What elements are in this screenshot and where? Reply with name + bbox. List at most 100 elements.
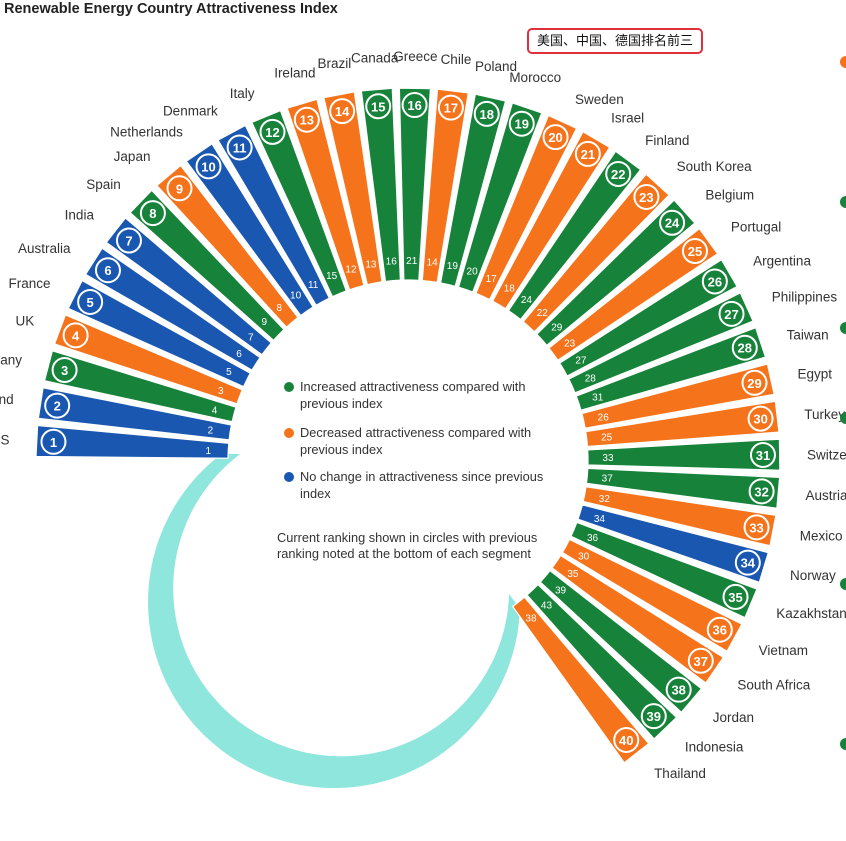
previous-rank-label: 34 [594, 514, 606, 525]
previous-rank-label: 23 [564, 338, 576, 349]
previous-rank-label: 16 [386, 257, 398, 268]
previous-rank-label: 31 [592, 393, 604, 404]
chart-title: Renewable Energy Country Attractiveness … [4, 1, 338, 17]
segment-thailand [511, 596, 650, 764]
current-rank-badge [259, 118, 286, 145]
current-rank-badge [687, 647, 714, 674]
current-rank-label: 25 [688, 244, 702, 259]
previous-rank-label: 15 [326, 271, 338, 282]
previous-rank-label: 20 [467, 267, 479, 278]
current-rank-label: 30 [753, 412, 767, 427]
previous-rank-label: 26 [598, 412, 610, 423]
previous-rank-label: 43 [541, 600, 553, 611]
current-rank-label: 31 [756, 448, 770, 463]
current-rank-badge [741, 369, 768, 396]
previous-rank-label: 22 [537, 308, 549, 319]
country-label: Philippines [772, 290, 838, 305]
previous-rank-label: 6 [236, 349, 242, 360]
country-label: Greece [393, 49, 437, 64]
segment-brazil [323, 91, 383, 286]
country-label: Denmark [163, 103, 218, 118]
country-label: Egypt [797, 367, 832, 382]
current-rank-badge [640, 703, 667, 730]
current-rank-label: 26 [708, 274, 722, 289]
segment-italy [251, 109, 348, 298]
segment-spain [129, 189, 285, 342]
ring-backing [148, 453, 520, 789]
segment-denmark [217, 124, 331, 307]
segment-sweden [475, 114, 578, 301]
country-label: Switzerland [807, 447, 846, 462]
current-rank-label: 6 [104, 263, 111, 278]
country-label: Portugal [731, 219, 781, 234]
previous-rank-label: 28 [585, 374, 597, 385]
previous-rank-label: 35 [567, 569, 579, 580]
current-rank-label: 38 [671, 683, 685, 698]
segment-egypt [581, 363, 775, 429]
previous-rank-label: 21 [406, 256, 418, 267]
current-rank-badge [62, 322, 89, 349]
legend-swatch-increased [284, 382, 294, 392]
country-label: Mexico [800, 528, 843, 543]
previous-rank-label: 19 [447, 261, 459, 272]
segment-austria [585, 467, 781, 509]
chart-caption: Current ranking shown in circles with pr… [277, 530, 538, 561]
edge-marker [840, 196, 846, 208]
current-rank-badge [437, 94, 464, 121]
previous-rank-label: 32 [599, 494, 611, 505]
country-label: India [65, 208, 95, 223]
country-label: Israel [611, 111, 644, 126]
current-rank-badge [731, 334, 758, 361]
current-rank-label: 2 [54, 399, 61, 414]
segment-china-mainland [37, 387, 233, 441]
current-rank-badge [542, 124, 569, 151]
legend-item-decreased: Decreased attractiveness compared with p… [284, 424, 550, 458]
current-rank-label: 11 [233, 140, 247, 155]
previous-rank-label: 4 [212, 405, 218, 416]
edge-marker [840, 412, 846, 424]
segment-argentina [558, 258, 738, 377]
current-rank-badge [748, 478, 775, 505]
segment-portugal [548, 227, 719, 362]
current-rank-badge [139, 200, 166, 227]
current-rank-badge [365, 93, 392, 120]
country-label: Kazakhstan [776, 606, 846, 621]
current-rank-label: 7 [125, 234, 132, 249]
previous-rank-label: 9 [262, 317, 268, 328]
country-label: Chile [441, 52, 472, 67]
segment-south-korea [522, 173, 670, 333]
current-rank-badge [749, 441, 776, 468]
current-rank-badge [734, 549, 761, 576]
previous-rank-label: 10 [290, 291, 302, 302]
legend-item-increased: Increased attractiveness compared with p… [284, 378, 550, 412]
legend-item-no-change: No change in attractiveness since previo… [284, 468, 550, 502]
segment-ireland [286, 98, 365, 291]
current-rank-label: 15 [371, 99, 385, 114]
segment-uk [53, 314, 244, 405]
segment-turkey [585, 400, 780, 448]
segment-taiwan [575, 326, 767, 411]
current-rank-badge [195, 153, 222, 180]
segment-mexico [582, 486, 777, 547]
country-label: Canada [351, 50, 399, 65]
current-rank-label: 12 [265, 125, 279, 140]
previous-rank-label: 33 [602, 453, 614, 464]
country-label: South Africa [737, 678, 810, 693]
segment-greece [398, 87, 432, 281]
segment-japan [156, 164, 299, 329]
current-rank-label: 33 [749, 520, 763, 535]
current-rank-label: 24 [665, 216, 680, 231]
country-label: Norway [790, 568, 836, 583]
current-rank-badge [473, 100, 500, 127]
previous-rank-label: 27 [575, 355, 587, 366]
country-label: Morocco [509, 70, 561, 85]
previous-rank-label: 37 [602, 474, 614, 485]
current-rank-badge [293, 106, 320, 133]
current-rank-badge [40, 428, 67, 455]
edge-marker [840, 738, 846, 750]
segment-south-africa [551, 554, 725, 684]
country-label: South Korea [677, 159, 753, 174]
current-rank-badge [51, 356, 78, 383]
current-rank-badge [701, 268, 728, 295]
previous-rank-label: 18 [504, 284, 516, 295]
